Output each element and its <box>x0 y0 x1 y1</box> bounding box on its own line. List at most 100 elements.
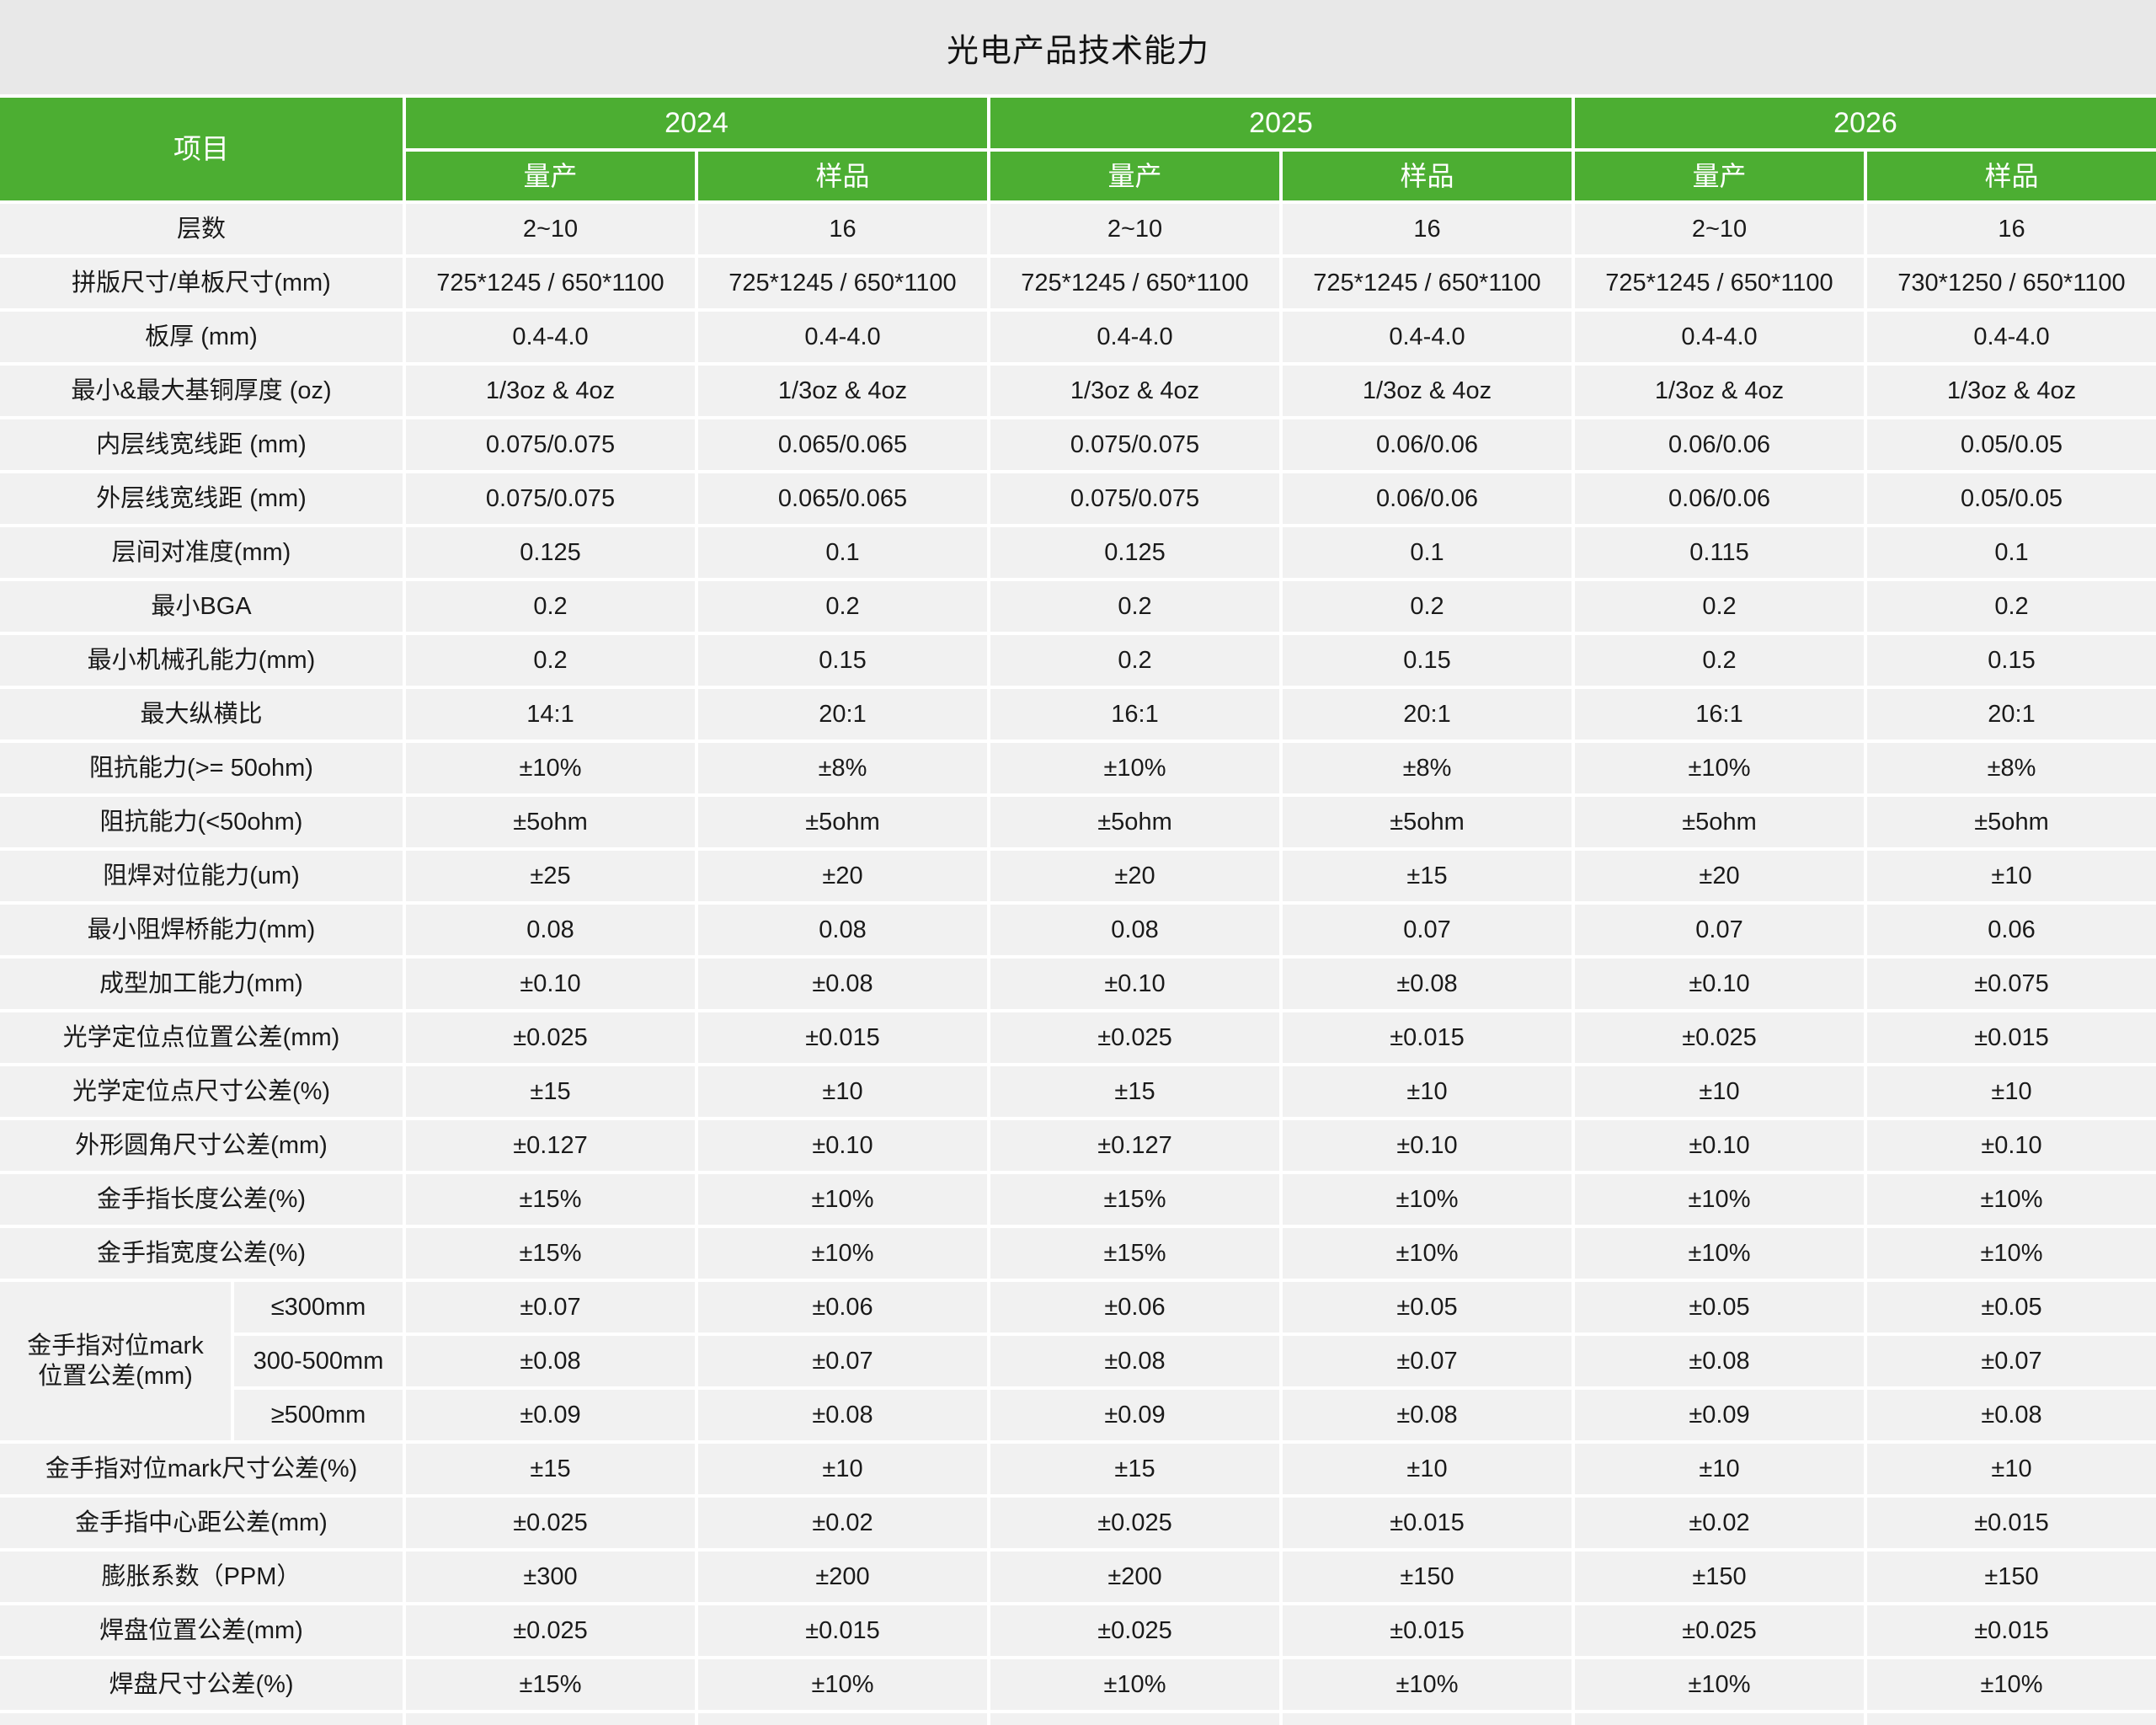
cell-r4-c3: 0.06/0.06 <box>1283 419 1572 470</box>
partial-row-cell <box>1575 1713 1864 1725</box>
cell-r16-c2: ±15 <box>990 1066 1279 1117</box>
cell-r26-c2: ±0.025 <box>990 1605 1279 1656</box>
cell-r23-c5: ±10 <box>1867 1444 2156 1494</box>
cell-r6-c1: 0.1 <box>698 527 987 578</box>
header-year-2025: 2025 <box>990 98 1572 148</box>
cell-r13-c2: 0.08 <box>990 905 1279 955</box>
cell-r7-c1: 0.2 <box>698 581 987 632</box>
cell-r22-c4: ±0.09 <box>1575 1390 1864 1440</box>
cell-r2-c2: 0.4-4.0 <box>990 312 1279 362</box>
partial-row-cell <box>698 1713 987 1725</box>
cell-r20-c1: ±0.06 <box>698 1282 987 1332</box>
cell-r21-c1: ±0.07 <box>698 1336 987 1386</box>
cell-r20-c2: ±0.06 <box>990 1282 1279 1332</box>
cell-r17-c3: ±0.10 <box>1283 1120 1572 1171</box>
cell-r10-c5: ±8% <box>1867 743 2156 793</box>
row-label: 最小阻焊桥能力(mm) <box>0 905 403 955</box>
cell-r14-c5: ±0.075 <box>1867 959 2156 1009</box>
cell-r21-c0: ±0.08 <box>406 1336 695 1386</box>
cell-r23-c3: ±10 <box>1283 1444 1572 1494</box>
cell-r3-c5: 1/3oz & 4oz <box>1867 366 2156 416</box>
cell-r5-c0: 0.075/0.075 <box>406 473 695 524</box>
cell-r24-c0: ±0.025 <box>406 1498 695 1548</box>
cell-r14-c0: ±0.10 <box>406 959 695 1009</box>
cell-r9-c2: 16:1 <box>990 689 1279 740</box>
cell-r22-c5: ±0.08 <box>1867 1390 2156 1440</box>
cell-r9-c1: 20:1 <box>698 689 987 740</box>
cell-r17-c4: ±0.10 <box>1575 1120 1864 1171</box>
cell-r24-c3: ±0.015 <box>1283 1498 1572 1548</box>
cell-r1-c1: 725*1245 / 650*1100 <box>698 258 987 308</box>
cell-r16-c1: ±10 <box>698 1066 987 1117</box>
cell-r4-c5: 0.05/0.05 <box>1867 419 2156 470</box>
cell-r6-c3: 0.1 <box>1283 527 1572 578</box>
cell-r2-c5: 0.4-4.0 <box>1867 312 2156 362</box>
cell-r6-c2: 0.125 <box>990 527 1279 578</box>
cell-r8-c4: 0.2 <box>1575 635 1864 686</box>
row-label: 最小机械孔能力(mm) <box>0 635 403 686</box>
cell-r25-c1: ±200 <box>698 1551 987 1602</box>
cell-r10-c2: ±10% <box>990 743 1279 793</box>
cell-r16-c3: ±10 <box>1283 1066 1572 1117</box>
cell-r15-c1: ±0.015 <box>698 1012 987 1063</box>
cell-r10-c0: ±10% <box>406 743 695 793</box>
cell-r26-c4: ±0.025 <box>1575 1605 1864 1656</box>
row-group-label: 金手指对位mark 位置公差(mm) <box>0 1282 231 1440</box>
cell-r24-c4: ±0.02 <box>1575 1498 1864 1548</box>
cell-r3-c2: 1/3oz & 4oz <box>990 366 1279 416</box>
cell-r19-c2: ±15% <box>990 1228 1279 1279</box>
cell-r4-c1: 0.065/0.065 <box>698 419 987 470</box>
cell-r15-c3: ±0.015 <box>1283 1012 1572 1063</box>
cell-r0-c3: 16 <box>1283 204 1572 254</box>
row-sub-label: 300-500mm <box>234 1336 403 1386</box>
cell-r23-c4: ±10 <box>1575 1444 1864 1494</box>
header-2024-sub-1: 样品 <box>698 152 987 200</box>
cell-r14-c4: ±0.10 <box>1575 959 1864 1009</box>
cell-r4-c2: 0.075/0.075 <box>990 419 1279 470</box>
cell-r12-c4: ±20 <box>1575 851 1864 901</box>
cell-r8-c5: 0.15 <box>1867 635 2156 686</box>
cell-r10-c3: ±8% <box>1283 743 1572 793</box>
cell-r0-c0: 2~10 <box>406 204 695 254</box>
partial-row-cell <box>406 1713 695 1725</box>
cell-r21-c3: ±0.07 <box>1283 1336 1572 1386</box>
row-label: 金手指宽度公差(%) <box>0 1228 403 1279</box>
cell-r27-c4: ±10% <box>1575 1659 1864 1710</box>
cell-r18-c5: ±10% <box>1867 1174 2156 1225</box>
cell-r26-c5: ±0.015 <box>1867 1605 2156 1656</box>
cell-r17-c0: ±0.127 <box>406 1120 695 1171</box>
cell-r7-c4: 0.2 <box>1575 581 1864 632</box>
cell-r7-c5: 0.2 <box>1867 581 2156 632</box>
row-label: 层数 <box>0 204 403 254</box>
cell-r17-c1: ±0.10 <box>698 1120 987 1171</box>
cell-r17-c2: ±0.127 <box>990 1120 1279 1171</box>
cell-r27-c1: ±10% <box>698 1659 987 1710</box>
cell-r2-c1: 0.4-4.0 <box>698 312 987 362</box>
cell-r22-c0: ±0.09 <box>406 1390 695 1440</box>
cell-r2-c4: 0.4-4.0 <box>1575 312 1864 362</box>
cell-r8-c0: 0.2 <box>406 635 695 686</box>
cell-r22-c3: ±0.08 <box>1283 1390 1572 1440</box>
partial-row-label <box>0 1713 403 1725</box>
cell-r11-c1: ±5ohm <box>698 797 987 847</box>
cell-r15-c4: ±0.025 <box>1575 1012 1864 1063</box>
row-label: 最小BGA <box>0 581 403 632</box>
partial-row-cell <box>1867 1713 2156 1725</box>
cell-r0-c5: 16 <box>1867 204 2156 254</box>
cell-r12-c5: ±10 <box>1867 851 2156 901</box>
row-label: 最大纵横比 <box>0 689 403 740</box>
cell-r25-c0: ±300 <box>406 1551 695 1602</box>
row-label: 金手指中心距公差(mm) <box>0 1498 403 1548</box>
cell-r8-c3: 0.15 <box>1283 635 1572 686</box>
row-label: 板厚 (mm) <box>0 312 403 362</box>
cell-r5-c5: 0.05/0.05 <box>1867 473 2156 524</box>
row-label: 外形圆角尺寸公差(mm) <box>0 1120 403 1171</box>
cell-r27-c3: ±10% <box>1283 1659 1572 1710</box>
cell-r26-c3: ±0.015 <box>1283 1605 1572 1656</box>
cell-r0-c4: 2~10 <box>1575 204 1864 254</box>
cell-r27-c2: ±10% <box>990 1659 1279 1710</box>
cell-r6-c0: 0.125 <box>406 527 695 578</box>
cell-r5-c2: 0.075/0.075 <box>990 473 1279 524</box>
cell-r26-c1: ±0.015 <box>698 1605 987 1656</box>
row-sub-label: ≤300mm <box>234 1282 403 1332</box>
